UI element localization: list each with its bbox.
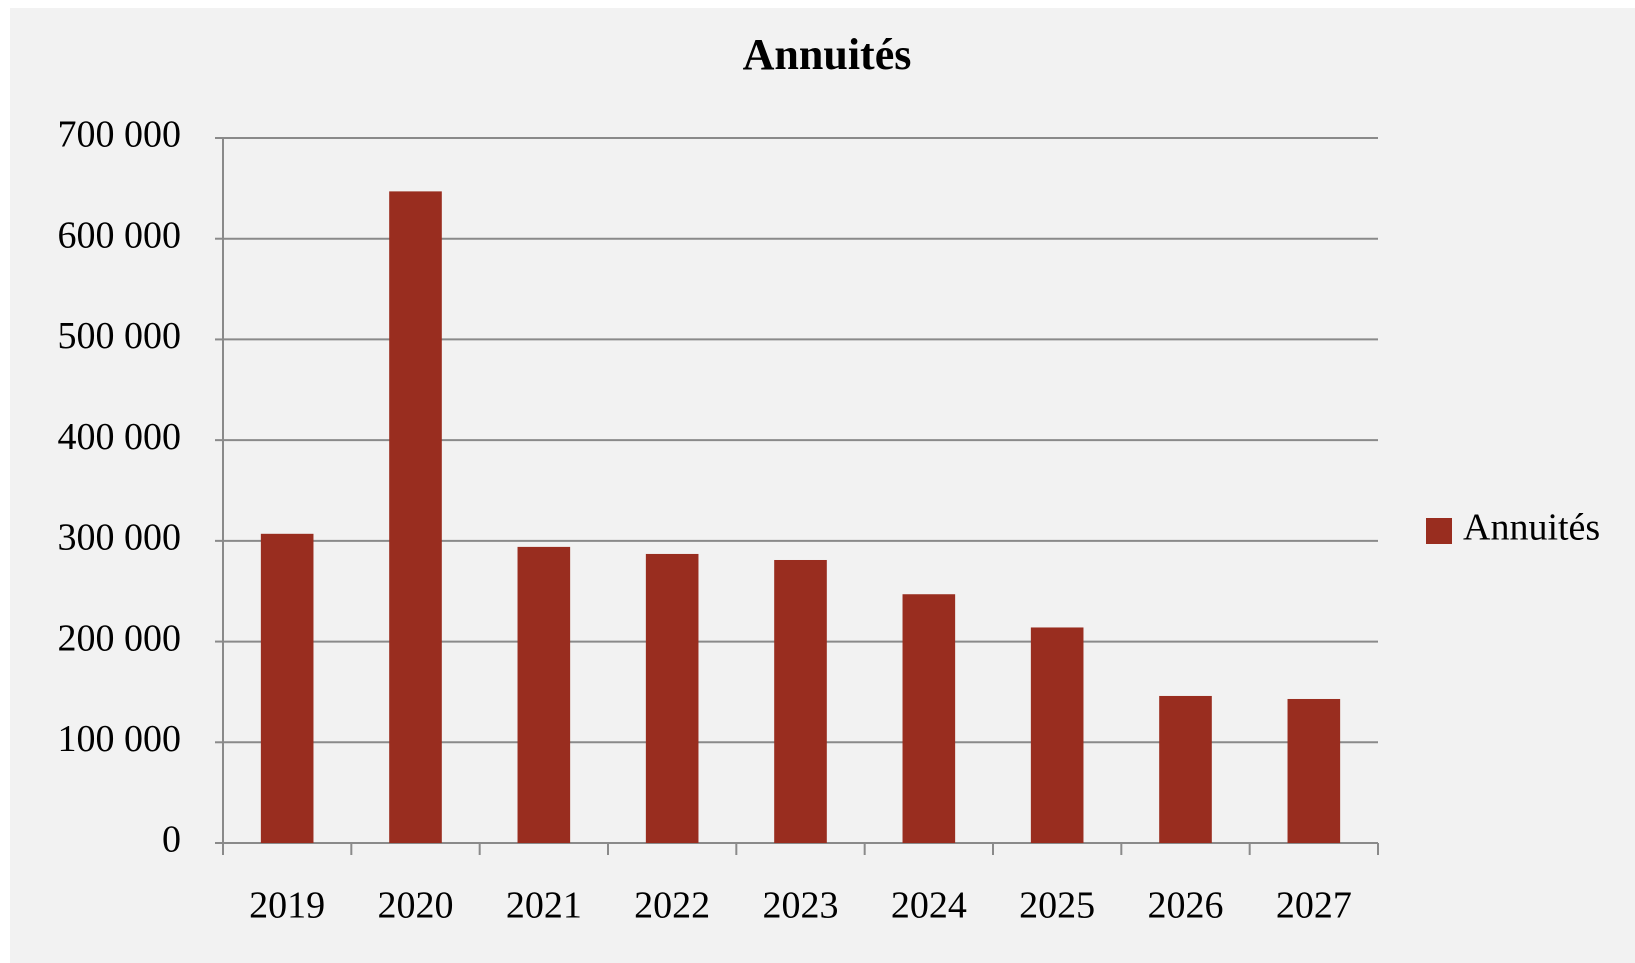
- bar: [774, 559, 827, 843]
- bar: [1030, 627, 1084, 843]
- x-tick-label: 2019: [249, 885, 325, 927]
- bar: [517, 546, 571, 843]
- x-tick-label: 2020: [378, 885, 454, 927]
- bar: [1287, 698, 1341, 843]
- bar: [645, 553, 699, 843]
- y-tick-label: 200 000: [58, 617, 182, 659]
- legend-swatch: [1426, 518, 1452, 544]
- x-tick-label: 2025: [1019, 885, 1095, 927]
- x-tick-label: 2023: [763, 885, 839, 927]
- x-tick-label: 2024: [891, 885, 967, 927]
- y-tick-label: 0: [162, 819, 181, 861]
- y-tick-label: 500 000: [58, 315, 182, 357]
- bar: [902, 594, 956, 843]
- x-tick-label: 2026: [1148, 885, 1224, 927]
- x-tick-label: 2021: [506, 885, 582, 927]
- bar: [389, 191, 442, 844]
- y-tick-label: 100 000: [58, 718, 182, 760]
- bar: [1159, 695, 1212, 843]
- y-tick-label: 700 000: [58, 114, 182, 156]
- x-tick-label: 2027: [1276, 885, 1352, 927]
- bar: [260, 533, 314, 843]
- y-tick-label: 600 000: [58, 214, 182, 256]
- x-tick-label: 2022: [634, 885, 710, 927]
- y-tick-label: 400 000: [58, 416, 182, 458]
- chart-title: Annuités: [743, 30, 912, 79]
- legend-label: Annuités: [1463, 507, 1600, 549]
- y-tick-label: 300 000: [58, 517, 182, 559]
